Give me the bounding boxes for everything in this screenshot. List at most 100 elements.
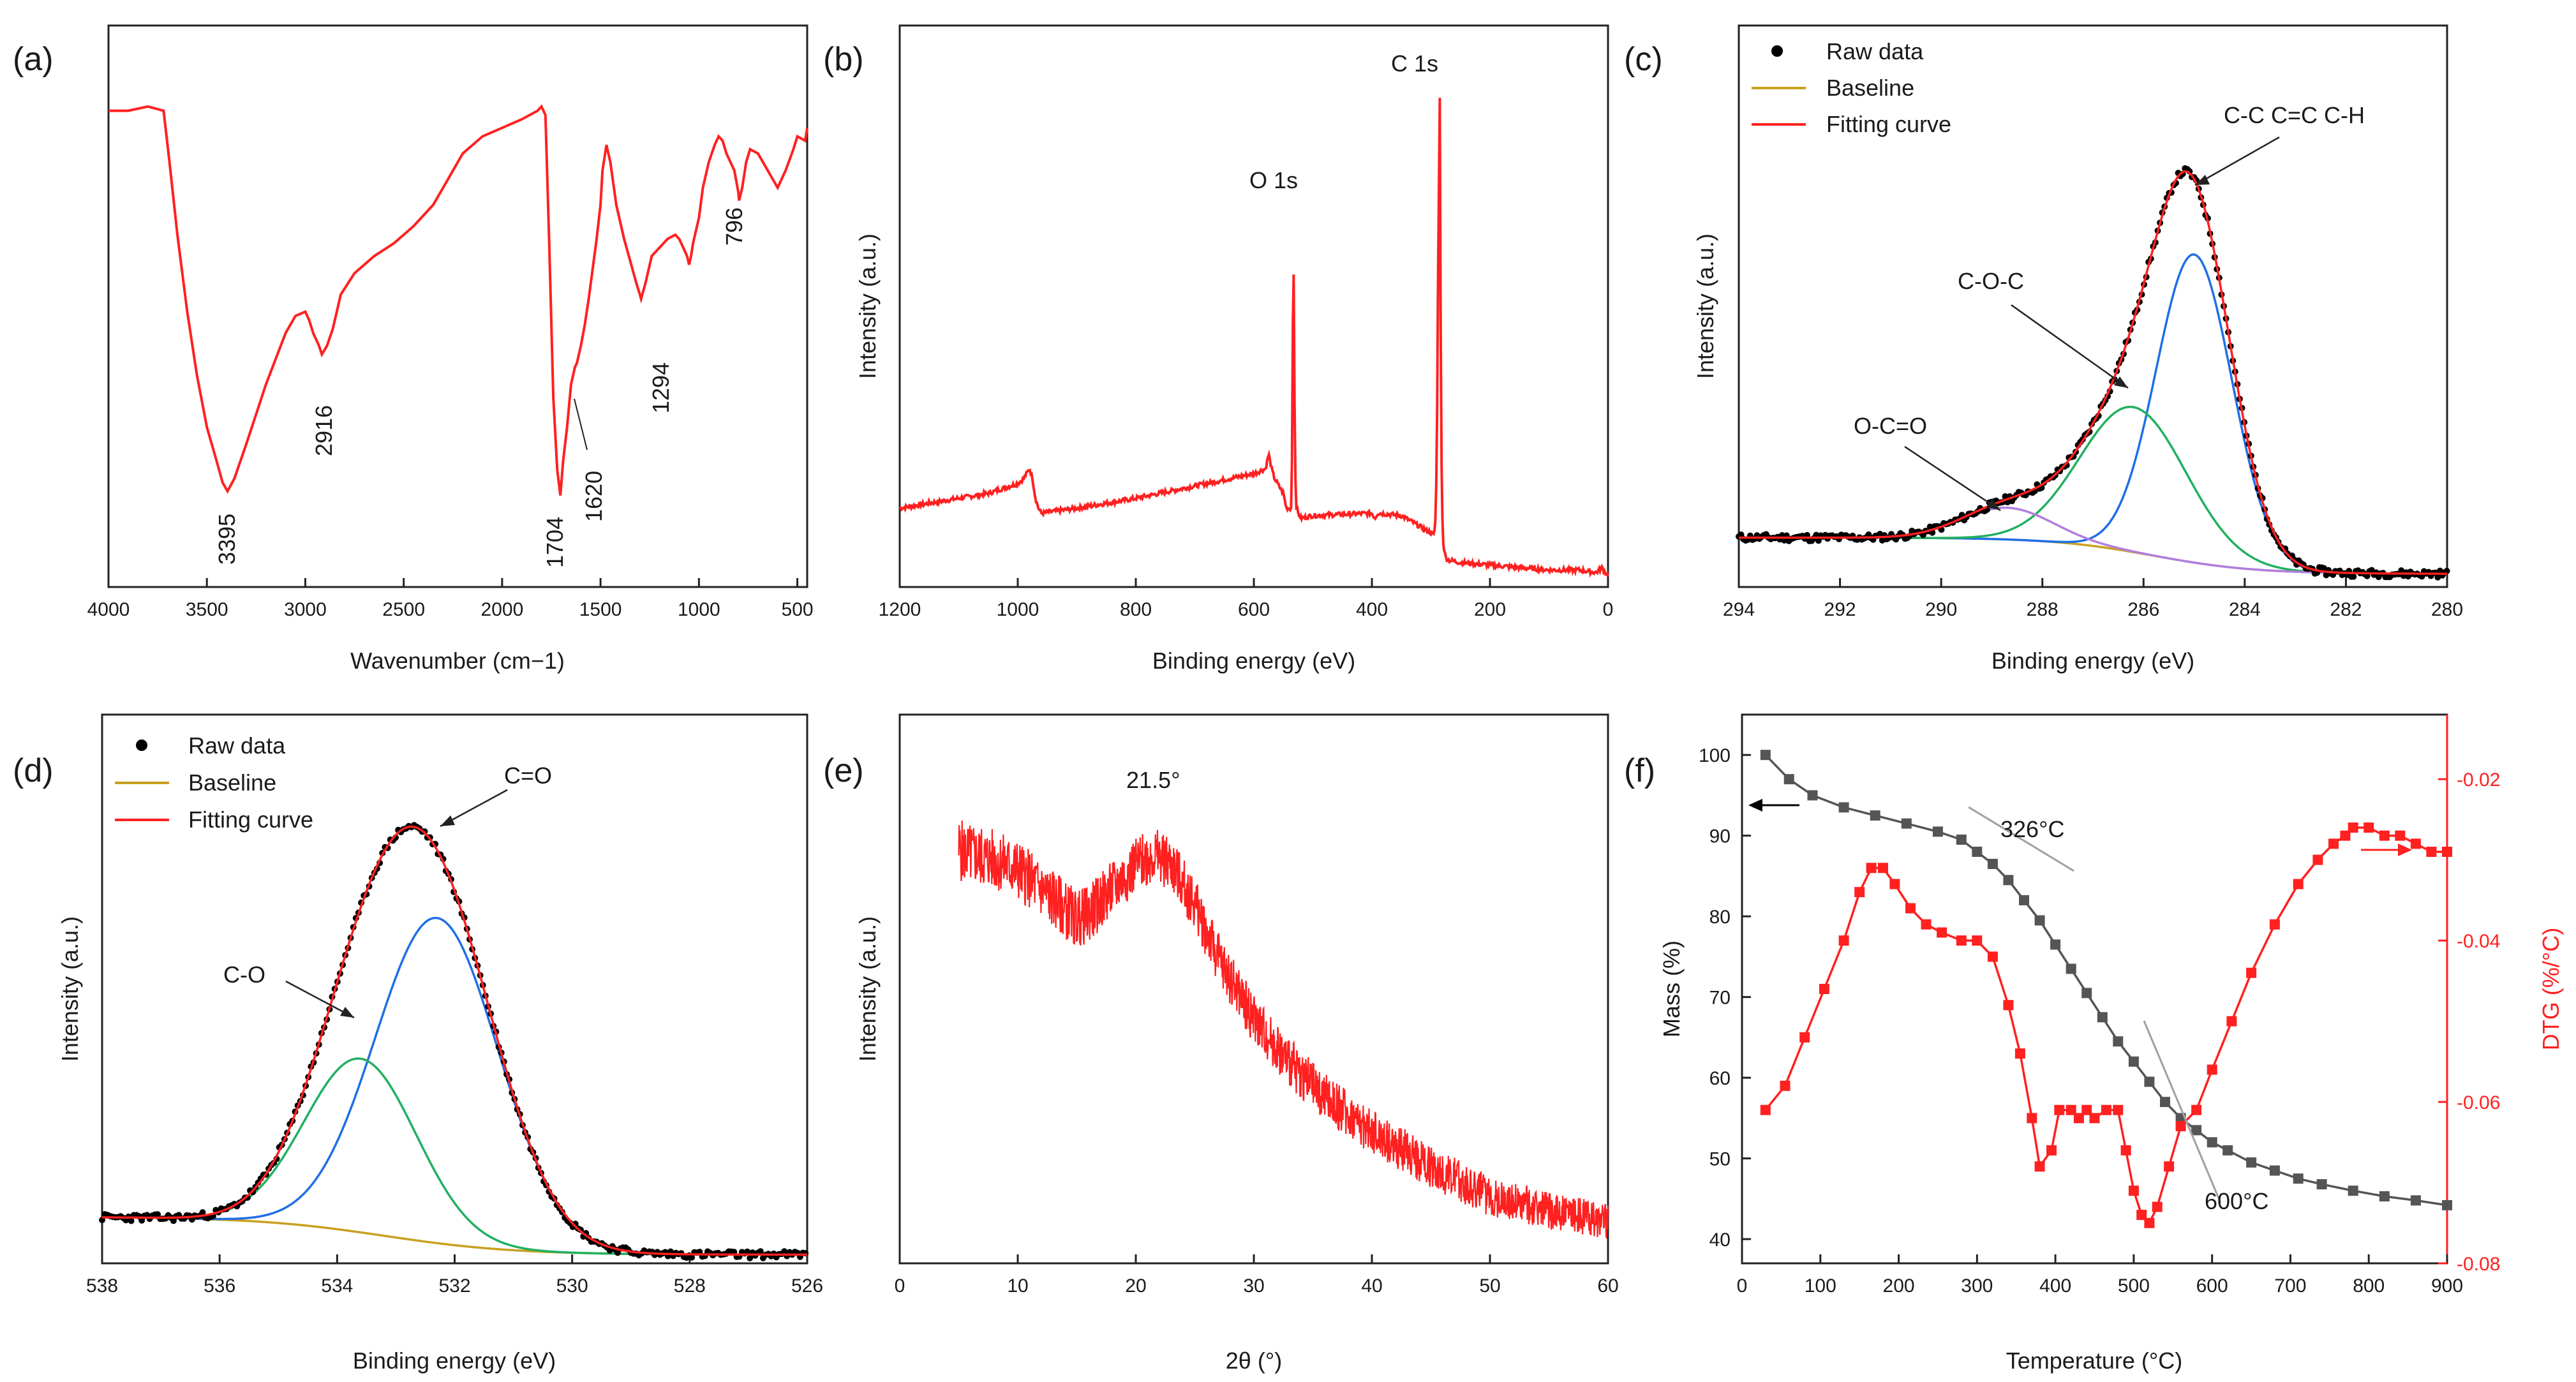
dtg-marker-48 — [2426, 847, 2437, 857]
x-axis-label-e: 2θ (°) — [1226, 1348, 1282, 1374]
component-c-o-d — [102, 1057, 807, 1256]
mass-marker-28 — [2316, 1179, 2327, 1190]
x-tick-label-d-0: 538 — [86, 1275, 118, 1297]
y-tick-label-f-4: 80 — [1709, 907, 1731, 928]
x-tick-label-c-1: 292 — [1824, 599, 1856, 620]
dtg-marker-39 — [2293, 879, 2304, 889]
x-tick-label-d-6: 526 — [791, 1275, 823, 1297]
mass-marker-3 — [1838, 802, 1849, 813]
dtg-marker-23 — [2081, 1104, 2092, 1115]
legend-raw-data-d: Raw data — [188, 732, 286, 759]
x-tick-label-e-0: 0 — [895, 1275, 905, 1297]
x-tick-label-e-5: 50 — [1479, 1275, 1500, 1297]
x-tick-label-d-5: 528 — [674, 1275, 706, 1297]
raw-data-point-d-38 — [199, 1209, 206, 1216]
right-axis-arrowhead — [2398, 843, 2412, 856]
x-tick-label-f-9: 900 — [2431, 1275, 2463, 1297]
x-tick-label-a-4: 2000 — [481, 599, 524, 620]
baseline-line-d — [102, 1216, 807, 1256]
y-axis-label-d: Intensity (a.u.) — [57, 916, 83, 1062]
plot-frame-e — [898, 713, 1609, 1265]
annotation-3395: 3395 — [214, 514, 240, 565]
mass-marker-31 — [2410, 1195, 2421, 1206]
x-tick-label-b-5: 200 — [1474, 599, 1506, 620]
arrowhead-cc — [2195, 175, 2210, 185]
raw-data-point-d-258 — [781, 1248, 788, 1255]
x-tick-label-d-3: 532 — [438, 1275, 470, 1297]
raw-data-point-d-11 — [128, 1217, 135, 1224]
annotation-cc: C-C C=C C-H — [2224, 102, 2365, 128]
legend-marker-raw-c — [1771, 45, 1783, 57]
x-tick-label-b-3: 600 — [1238, 599, 1270, 620]
arrowhead-oco — [1986, 498, 2000, 510]
dtg-marker-4 — [1838, 935, 1849, 946]
annotation-c1s: C 1s — [1391, 50, 1438, 77]
x-tick-label-a-3: 2500 — [382, 599, 425, 620]
x-ticks-b: 1200 1000 800 600 400 200 0 — [879, 578, 1613, 620]
raw-data-point-d-244 — [744, 1248, 751, 1255]
raw-data-point-c-300 — [2418, 573, 2425, 580]
annotation-326c: 326°C — [2000, 816, 2064, 842]
mass-marker-0 — [1760, 750, 1771, 761]
x-tick-label-c-0: 294 — [1723, 599, 1755, 620]
x-tick-label-d-1: 536 — [204, 1275, 235, 1297]
plot-frame-d — [101, 713, 808, 1265]
mass-marker-10 — [2003, 875, 2014, 886]
fitting-curve-line-c — [1739, 170, 2447, 575]
x-tick-label-f-8: 800 — [2353, 1275, 2385, 1297]
annotation-1620: 1620 — [581, 471, 607, 522]
panel-e-xrd: (e) 0 10 20 30 40 50 60 2θ (°) Intensity (a.u.… — [823, 713, 1619, 1374]
x-axis-label-f: Temperature (°C) — [2006, 1348, 2182, 1374]
mass-marker-6 — [1932, 826, 1943, 837]
x-tick-label-f-4: 400 — [2039, 1275, 2071, 1297]
dtg-marker-47 — [2410, 838, 2421, 849]
dtg-marker-40 — [2312, 854, 2323, 865]
mass-marker-4 — [1870, 810, 1880, 821]
y-axis-label-c: Intensity (a.u.) — [1692, 234, 1718, 379]
dtg-marker-42 — [2340, 830, 2351, 841]
x-tick-label-f-6: 600 — [2196, 1275, 2228, 1297]
dtg-marker-41 — [2328, 838, 2339, 849]
annotation-1294: 1294 — [648, 362, 674, 413]
panel-label-c: (c) — [1624, 41, 1663, 78]
y-tick-label-f-5: 90 — [1709, 826, 1731, 847]
mass-marker-29 — [2348, 1185, 2358, 1196]
dtg-marker-10 — [1921, 919, 1932, 930]
dtg-marker-7 — [1878, 863, 1888, 873]
raw-data-point-c-35 — [1815, 537, 1822, 544]
dtg-markers — [1760, 822, 2452, 1228]
annotation-796: 796 — [721, 207, 747, 246]
dtg-marker-46 — [2395, 830, 2406, 841]
dtg-marker-15 — [2003, 1000, 2014, 1011]
arrowhead-c-double-o — [440, 815, 455, 826]
panel-f-tga: (f) 0 100 200 300 400 500 600 700 800 900 40 50 60 70… — [1624, 713, 2564, 1374]
dtg-marker-38 — [2269, 919, 2280, 930]
y2-axis-label-f: DTG (%/°C) — [2538, 928, 2564, 1050]
y-tick-label-f-2: 60 — [1709, 1068, 1731, 1089]
annotation-arrow-oco — [1904, 445, 2001, 512]
x-tick-label-a-2: 3000 — [284, 599, 327, 620]
x-ticks-c: 294 292 290 288 286 284 282 280 — [1723, 578, 2463, 620]
x-tick-label-b-4: 400 — [1356, 599, 1388, 620]
panel-label-d: (d) — [13, 752, 54, 789]
mass-marker-8 — [1972, 847, 1983, 857]
annotation-21-5: 21.5° — [1126, 767, 1180, 793]
legend-raw-data-c: Raw data — [1826, 38, 1924, 64]
panel-label-b: (b) — [823, 41, 864, 78]
x-tick-label-f-5: 500 — [2118, 1275, 2150, 1297]
tangent-line-326 — [1968, 806, 2074, 872]
ftir-series-line — [108, 104, 808, 496]
dtg-marker-31 — [2152, 1201, 2163, 1212]
dtg-marker-29 — [2136, 1210, 2147, 1221]
dtg-marker-27 — [2120, 1145, 2131, 1155]
o1s-curves — [99, 822, 809, 1261]
raw-data-point-c-117 — [2002, 493, 2009, 500]
dtg-marker-18 — [2034, 1161, 2045, 1172]
x-tick-label-a-0: 4000 — [87, 599, 130, 620]
raw-data-point-c-311 — [2443, 567, 2450, 574]
x-ticks-a: 4000 3500 3000 2500 2000 1500 1000 500 — [87, 578, 814, 620]
dtg-marker-1 — [1780, 1080, 1791, 1091]
x-tick-label-d-4: 530 — [556, 1275, 588, 1297]
dtg-marker-0 — [1760, 1104, 1771, 1115]
x-tick-label-e-1: 10 — [1007, 1275, 1028, 1297]
